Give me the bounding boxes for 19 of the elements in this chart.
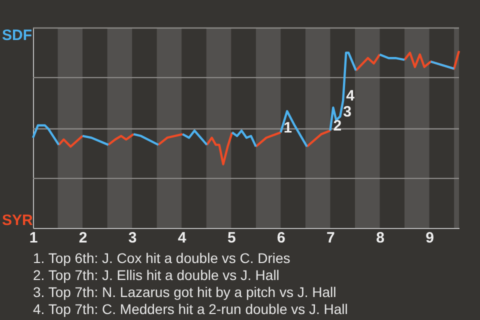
annotation: 4 <box>346 88 356 105</box>
x-tick-label: 7 <box>326 230 335 246</box>
x-tick-label: 4 <box>178 230 187 246</box>
text: 3. Top 7th: N. Lazarus got hit by a pitch vs J. Hall <box>33 284 338 301</box>
x-tick-label: 2 <box>78 230 88 246</box>
x-tick-label: 9 <box>426 230 434 246</box>
text: 4. Top 7th: C. Medders hit a 2-run double vs J. Hall <box>33 301 349 318</box>
text: SDF <box>2 27 32 44</box>
annotation: 3 <box>343 103 352 120</box>
annotation: 1 <box>284 119 292 136</box>
text: 1. Top 6th: J. Cox hit a double vs C. Dries <box>33 250 292 267</box>
x-tick-label: 1 <box>29 230 38 246</box>
text: 2. Top 7th: J. Ellis hit a double vs J. Hall <box>33 267 280 284</box>
x-tick-label: 5 <box>227 230 236 246</box>
x-tick-label: 6 <box>277 230 286 246</box>
x-tick-label: 3 <box>128 230 137 246</box>
x-tick-label: 8 <box>376 230 384 246</box>
annotation: 2 <box>333 118 342 135</box>
text: SYR <box>2 212 34 229</box>
